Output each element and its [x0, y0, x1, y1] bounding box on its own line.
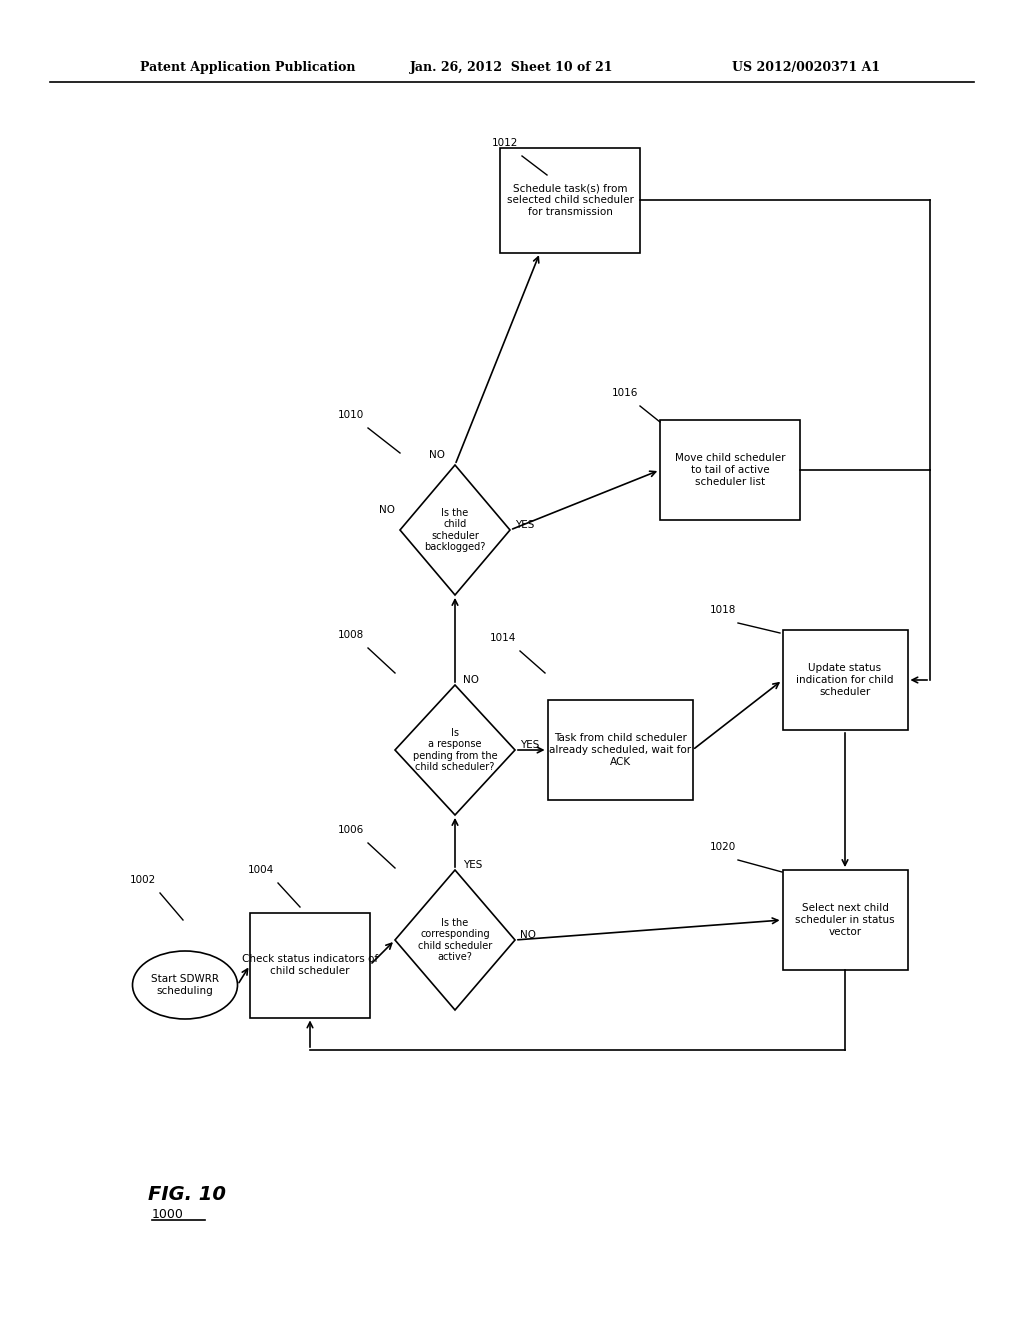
Text: Is the
corresponding
child scheduler
active?: Is the corresponding child scheduler act… [418, 917, 493, 962]
FancyBboxPatch shape [782, 630, 907, 730]
Text: Start SDWRR
scheduling: Start SDWRR scheduling [151, 974, 219, 995]
Text: Move child scheduler
to tail of active
scheduler list: Move child scheduler to tail of active s… [675, 453, 785, 487]
Text: NO: NO [463, 675, 479, 685]
FancyBboxPatch shape [782, 870, 907, 970]
Text: Is the
child
scheduler
backlogged?: Is the child scheduler backlogged? [424, 508, 485, 552]
Polygon shape [395, 870, 515, 1010]
Text: YES: YES [520, 741, 540, 750]
Text: 1010: 1010 [338, 411, 365, 420]
FancyBboxPatch shape [500, 148, 640, 252]
Text: US 2012/0020371 A1: US 2012/0020371 A1 [732, 62, 880, 74]
Text: YES: YES [463, 861, 482, 870]
Text: 1000: 1000 [152, 1209, 184, 1221]
Text: 1002: 1002 [130, 875, 157, 884]
Text: 1020: 1020 [710, 842, 736, 851]
Text: NO: NO [520, 931, 536, 940]
Text: FIG. 10: FIG. 10 [148, 1185, 226, 1204]
Text: YES: YES [515, 520, 535, 531]
Text: Select next child
scheduler in status
vector: Select next child scheduler in status ve… [796, 903, 895, 937]
Ellipse shape [132, 950, 238, 1019]
Text: 1014: 1014 [490, 634, 516, 643]
FancyBboxPatch shape [660, 420, 800, 520]
Text: NO: NO [379, 506, 395, 515]
Text: Task from child scheduler
already scheduled, wait for
ACK: Task from child scheduler already schedu… [549, 734, 691, 767]
Text: 1008: 1008 [338, 630, 365, 640]
Text: 1006: 1006 [338, 825, 365, 836]
Text: Check status indicators of
child scheduler: Check status indicators of child schedul… [242, 954, 378, 975]
Text: 1016: 1016 [612, 388, 638, 399]
Text: Patent Application Publication: Patent Application Publication [140, 62, 355, 74]
Polygon shape [400, 465, 510, 595]
Polygon shape [395, 685, 515, 814]
Text: 1004: 1004 [248, 865, 274, 875]
Text: Schedule task(s) from
selected child scheduler
for transmission: Schedule task(s) from selected child sch… [507, 183, 634, 216]
Text: NO: NO [429, 450, 445, 459]
Text: 1018: 1018 [710, 605, 736, 615]
Text: Update status
indication for child
scheduler: Update status indication for child sched… [797, 664, 894, 697]
FancyBboxPatch shape [250, 912, 370, 1018]
Text: 1012: 1012 [492, 139, 518, 148]
FancyBboxPatch shape [548, 700, 692, 800]
Text: Is
a response
pending from the
child scheduler?: Is a response pending from the child sch… [413, 727, 498, 772]
Text: Jan. 26, 2012  Sheet 10 of 21: Jan. 26, 2012 Sheet 10 of 21 [411, 62, 613, 74]
